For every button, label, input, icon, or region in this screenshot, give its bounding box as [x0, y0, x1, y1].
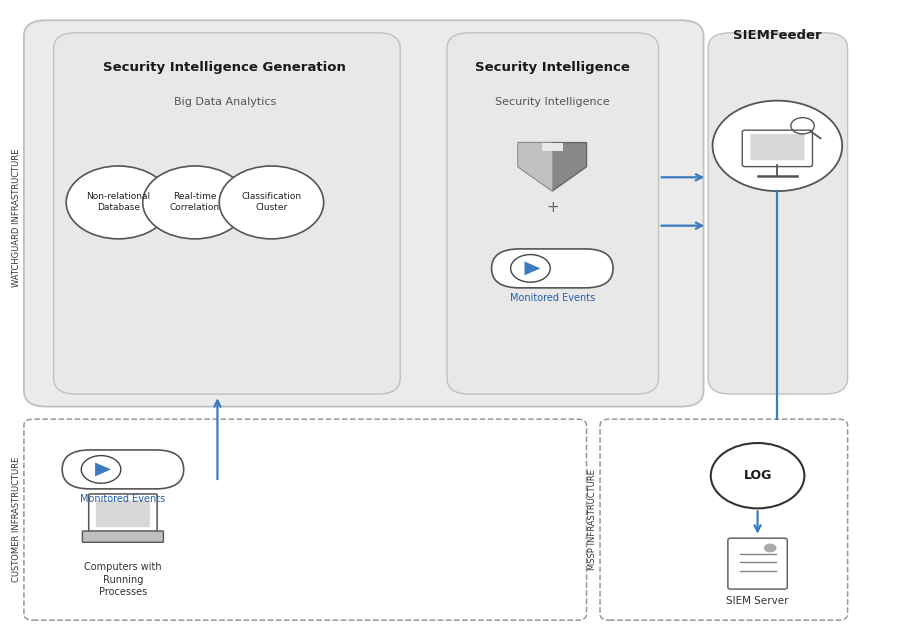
Text: Non-relational
Database: Non-relational Database	[87, 192, 151, 213]
FancyBboxPatch shape	[23, 419, 586, 620]
FancyBboxPatch shape	[62, 450, 183, 489]
Text: Monitored Events: Monitored Events	[80, 493, 165, 504]
Text: LOG: LOG	[742, 469, 771, 482]
FancyBboxPatch shape	[599, 419, 847, 620]
Text: Monitored Events: Monitored Events	[509, 293, 594, 303]
Text: SIEMFeeder: SIEMFeeder	[732, 29, 821, 42]
Text: Security Intelligence: Security Intelligence	[494, 97, 609, 107]
FancyBboxPatch shape	[727, 538, 787, 589]
Text: CUSTOMER INFRASTRUCTURE: CUSTOMER INFRASTRUCTURE	[13, 457, 21, 582]
FancyBboxPatch shape	[82, 531, 163, 542]
Circle shape	[510, 254, 549, 282]
Text: Security Intelligence: Security Intelligence	[474, 61, 629, 74]
Text: WATCHGUARD INFRASTRUCTURE: WATCHGUARD INFRASTRUCTURE	[13, 149, 21, 287]
FancyBboxPatch shape	[96, 500, 150, 528]
Circle shape	[143, 166, 247, 239]
FancyBboxPatch shape	[53, 33, 400, 394]
Circle shape	[81, 456, 121, 483]
FancyBboxPatch shape	[23, 20, 703, 406]
FancyBboxPatch shape	[446, 33, 658, 394]
Text: MSSP INFRASTRUCTURE: MSSP INFRASTRUCTURE	[588, 469, 597, 570]
Text: Computers with
Running
Processes: Computers with Running Processes	[84, 562, 161, 598]
Polygon shape	[518, 143, 586, 191]
Circle shape	[763, 543, 776, 552]
Polygon shape	[524, 261, 539, 275]
FancyBboxPatch shape	[88, 494, 157, 531]
Circle shape	[710, 443, 804, 509]
Polygon shape	[518, 143, 552, 191]
Circle shape	[712, 101, 842, 191]
Text: SIEM Server: SIEM Server	[725, 596, 788, 606]
Text: Real-time
Correlation: Real-time Correlation	[170, 192, 220, 213]
FancyBboxPatch shape	[750, 134, 804, 160]
FancyBboxPatch shape	[491, 249, 612, 288]
Circle shape	[66, 166, 170, 239]
FancyBboxPatch shape	[707, 33, 847, 394]
Text: Classification
Cluster: Classification Cluster	[241, 192, 301, 213]
Polygon shape	[95, 463, 111, 476]
FancyBboxPatch shape	[741, 130, 812, 167]
Circle shape	[219, 166, 323, 239]
Text: Security Intelligence Generation: Security Intelligence Generation	[103, 61, 345, 74]
Text: +: +	[546, 200, 558, 215]
Text: Big Data Analytics: Big Data Analytics	[173, 97, 275, 107]
Polygon shape	[541, 143, 562, 151]
